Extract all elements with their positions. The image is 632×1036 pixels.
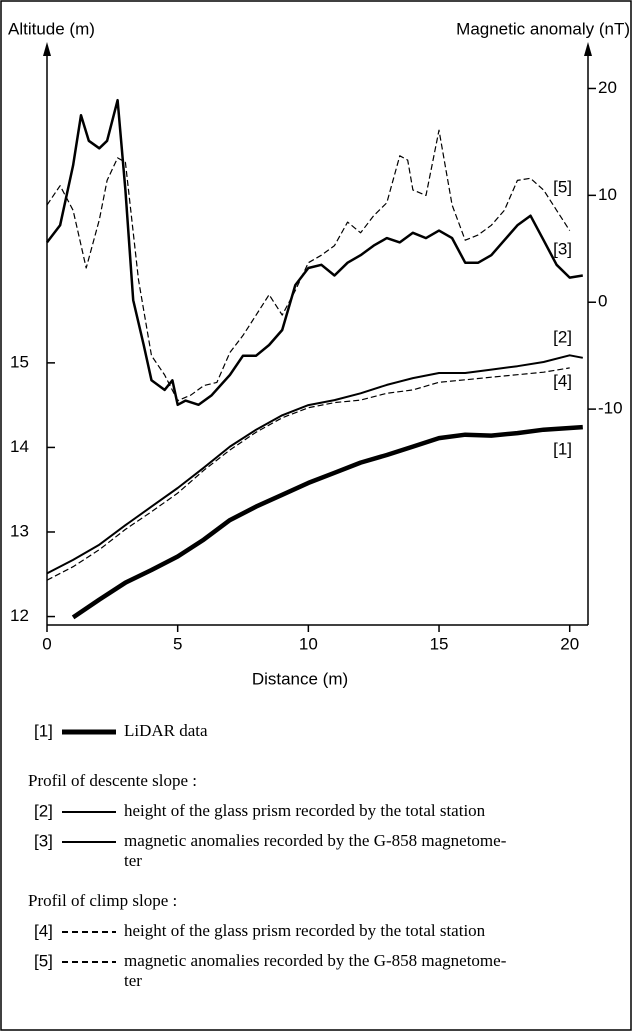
legend-text: LiDAR data [124, 721, 208, 740]
y-tick-label: 12 [10, 606, 29, 625]
legend-text: ter [124, 851, 142, 870]
series-line [46, 98, 583, 407]
y-tick-label: 15 [10, 352, 29, 371]
x-tick-label: 15 [430, 634, 449, 653]
series-line [46, 129, 571, 402]
x-tick-label: 5 [173, 634, 182, 653]
series-label: [2] [553, 327, 572, 346]
y2-tick-label: 0 [598, 292, 607, 311]
y-tick-label: 13 [10, 521, 29, 540]
y-tick-label: 14 [10, 437, 29, 456]
series-line [46, 354, 583, 575]
y2-tick-label: -10 [598, 399, 623, 418]
legend-text: magnetic anomalies recorded by the G-858… [124, 831, 507, 850]
x-axis-title: Distance (m) [252, 669, 348, 688]
x-tick-label: 20 [560, 634, 579, 653]
series-line [71, 424, 583, 620]
x-tick-label: 10 [299, 634, 318, 653]
legend-group: Profil of climp slope : [28, 891, 177, 910]
legend-text: magnetic anomalies recorded by the G-858… [124, 951, 507, 970]
series-label: [4] [553, 371, 572, 390]
legend-number: [1] [34, 721, 53, 740]
series-label: [1] [553, 439, 572, 458]
arrow [584, 42, 592, 56]
series-label: [3] [553, 239, 572, 258]
legend-number: [4] [34, 921, 53, 940]
y2-tick-label: 10 [598, 185, 617, 204]
legend-text: height of the glass prism recorded by th… [124, 801, 486, 820]
series-line [46, 367, 570, 581]
x-tick-label: 0 [42, 634, 51, 653]
y-axis-title: Altitude (m) [8, 19, 95, 38]
legend-text: ter [124, 971, 142, 990]
series-label: [5] [553, 177, 572, 196]
legend-text: height of the glass prism recorded by th… [124, 921, 486, 940]
legend-group: Profil of descente slope : [28, 771, 197, 790]
arrow [43, 42, 51, 56]
legend-number: [5] [34, 951, 53, 970]
legend-number: [3] [34, 831, 53, 850]
y2-axis-title: Magnetic anomaly (nT) [456, 19, 630, 38]
legend-number: [2] [34, 801, 53, 820]
y2-tick-label: 20 [598, 78, 617, 97]
